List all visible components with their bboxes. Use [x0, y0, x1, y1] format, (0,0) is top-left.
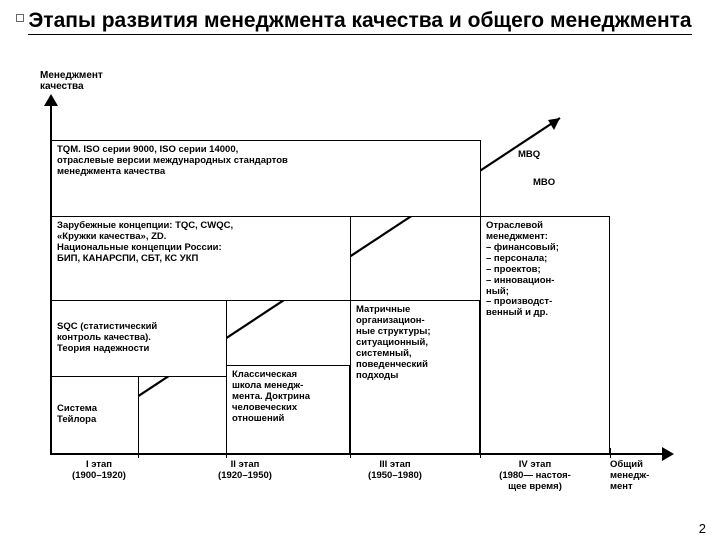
tick	[610, 448, 611, 458]
cell-sqc-text: SQC (статистический контроль качества). …	[57, 322, 157, 355]
cell-taylor: Система Тейлора	[51, 376, 139, 454]
cell-matrix-text: Матричные организацион- ные структуры; с…	[356, 304, 431, 381]
cell-classical: Классическая школа менедж- мента. Доктри…	[226, 365, 350, 454]
title-underline	[28, 34, 692, 35]
cell-industry-text: Отраслевой менеджмент: – финансовый; – п…	[486, 220, 559, 318]
stage-1-label: I этап (1900–1920)	[54, 460, 144, 482]
label-mbq: MBQ	[518, 150, 540, 161]
cell-classical-text: Классическая школа менедж- мента. Доктри…	[232, 369, 310, 424]
label-mbo: MBO	[533, 178, 555, 189]
stage-2-label: II этап (1920–1950)	[190, 460, 300, 482]
tick	[480, 448, 481, 458]
tick	[226, 448, 227, 458]
x-axis-label: Общий менедж- мент	[610, 460, 680, 493]
tick	[138, 448, 139, 458]
cell-tqc: Зарубежные концепции: TQC, CWQC, «Кружки…	[51, 216, 351, 301]
chart-area: Менеджмент качества Система Тейлора SQC …	[40, 70, 680, 515]
cell-tqm: TQM. ISO серии 9000, ISO серии 14000, от…	[51, 140, 481, 217]
y-axis-label: Менеджмент качества	[40, 70, 103, 92]
title-bar: Этапы развития менеджмента качества и об…	[28, 8, 692, 35]
stage-3-label: III этап (1950–1980)	[340, 460, 450, 482]
title-bullet	[16, 14, 24, 22]
cell-sqc: SQC (статистический контроль качества). …	[51, 300, 227, 377]
tick	[350, 448, 351, 458]
x-axis-arrow-icon	[662, 447, 674, 461]
page-title: Этапы развития менеджмента качества и об…	[28, 8, 692, 33]
cell-matrix: Матричные организацион- ные структуры; с…	[350, 300, 480, 454]
stage-4-label: IV этап (1980— настоя- щее время)	[470, 460, 600, 493]
cell-industry: Отраслевой менеджмент: – финансовый; – п…	[480, 216, 610, 454]
axis-area: Система Тейлора SQC (статистический конт…	[40, 100, 680, 490]
y-axis-arrow-icon	[44, 94, 58, 106]
cell-tqm-text: TQM. ISO серии 9000, ISO серии 14000, от…	[57, 144, 288, 177]
cell-tqc-text: Зарубежные концепции: TQC, CWQC, «Кружки…	[57, 220, 233, 264]
cell-taylor-text: Система Тейлора	[57, 404, 97, 426]
page-number: 2	[699, 521, 706, 536]
